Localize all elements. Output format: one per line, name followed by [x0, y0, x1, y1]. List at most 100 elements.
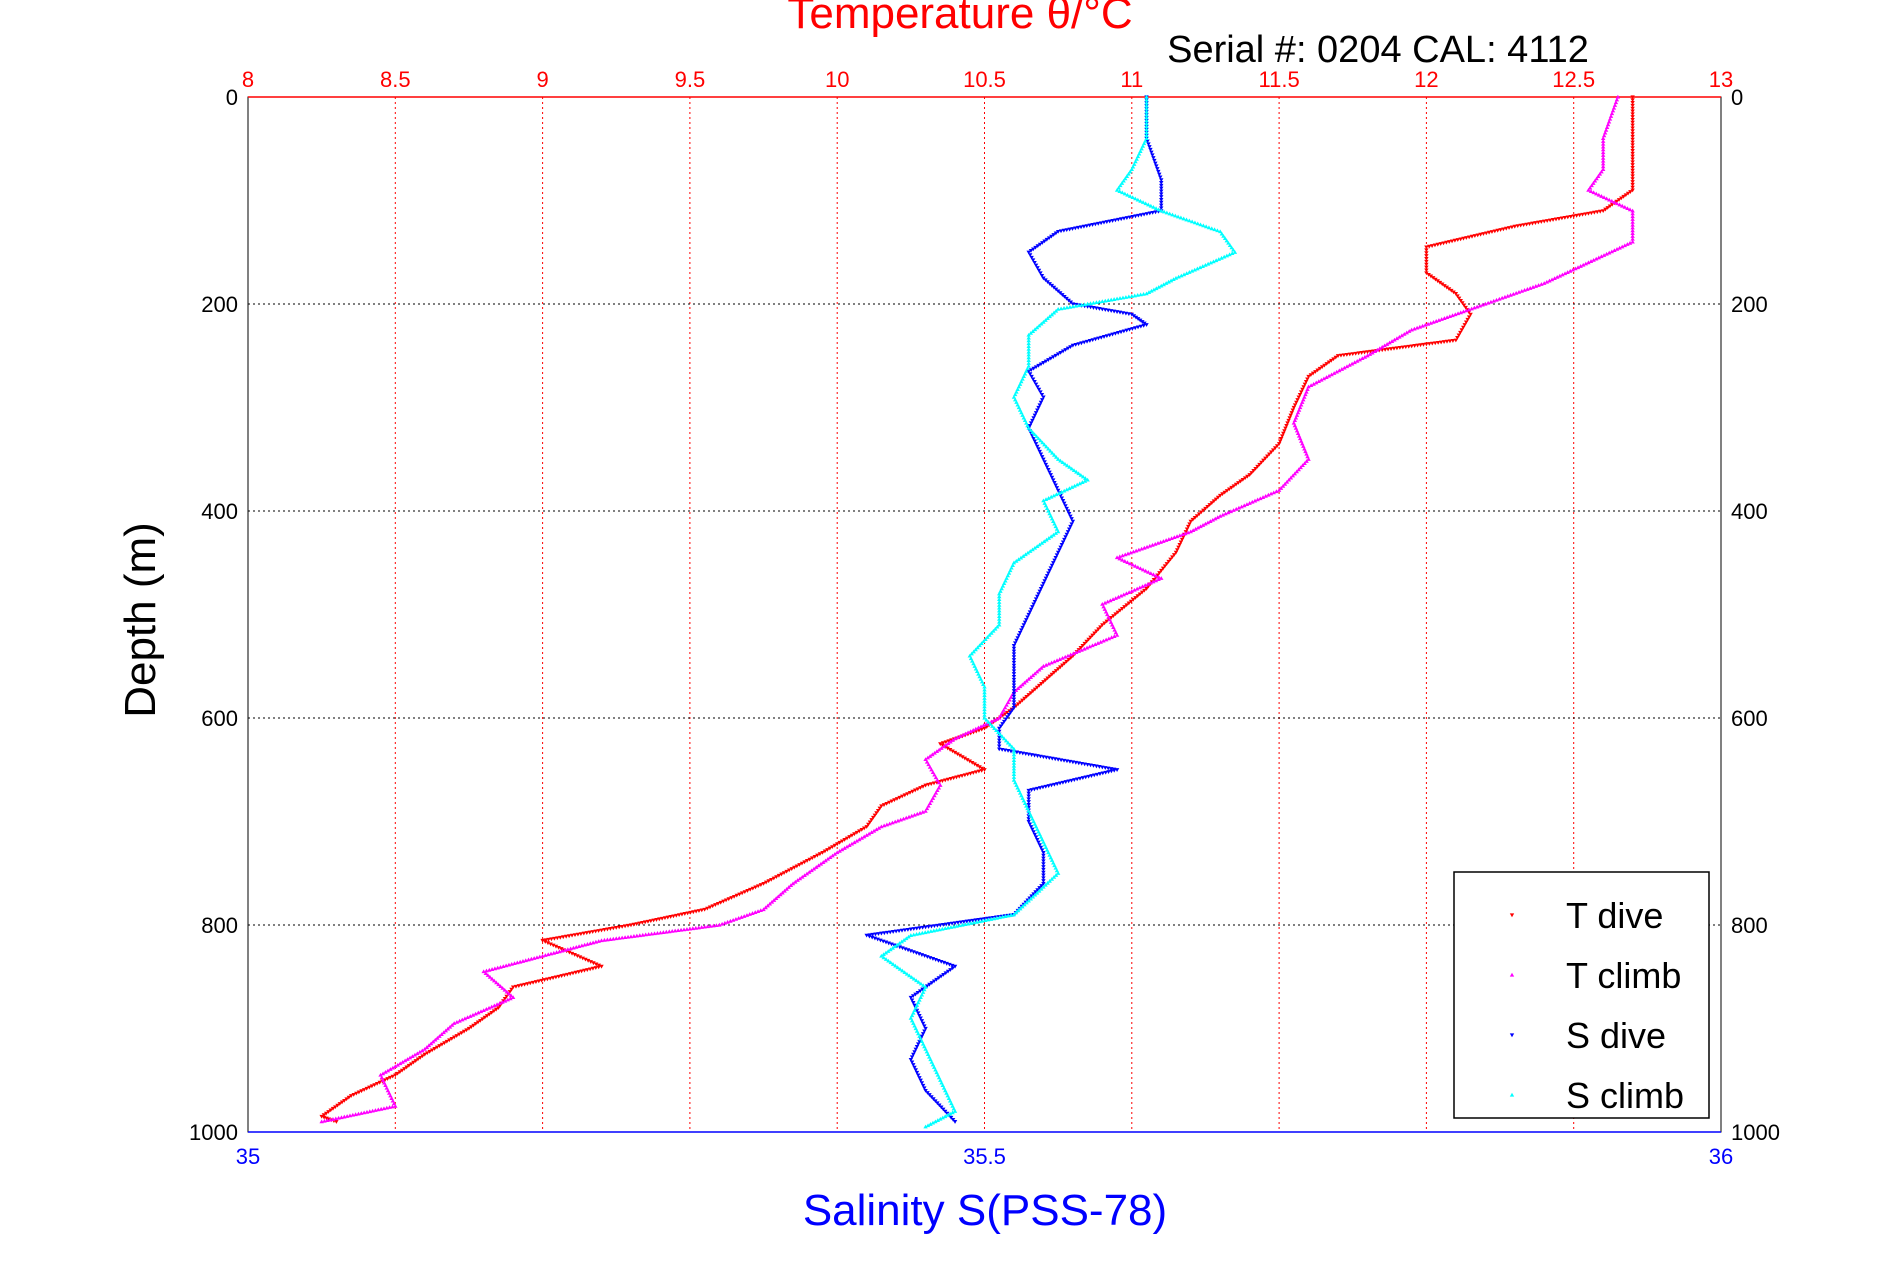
data-point [478, 1009, 484, 1014]
data-point [1266, 492, 1271, 497]
data-point [1103, 637, 1109, 642]
data-point [1184, 527, 1190, 532]
data-point [502, 987, 507, 992]
data-point [1141, 291, 1146, 296]
data-point [1319, 377, 1324, 382]
data-point [1032, 432, 1037, 437]
data-point [354, 1091, 359, 1096]
data-point [537, 954, 542, 959]
data-point [1030, 605, 1035, 609]
data-point [1195, 221, 1200, 226]
data-point [1282, 429, 1287, 433]
data-point [1591, 190, 1596, 195]
data-point [437, 1034, 442, 1038]
data-point [1015, 908, 1021, 913]
data-point [1144, 100, 1149, 105]
data-point [1032, 439, 1038, 444]
data-point [1053, 483, 1058, 488]
data-point [968, 729, 973, 733]
legend-box [1453, 871, 1710, 1119]
data-point [937, 1103, 942, 1108]
data-point [915, 811, 920, 816]
data-point [1138, 292, 1143, 297]
data-point [923, 757, 928, 761]
data-point [433, 1037, 438, 1042]
depth-tick-label-right: 0 [1731, 85, 1743, 110]
data-point [1466, 307, 1472, 312]
data-point [1616, 198, 1622, 202]
data-point [1048, 356, 1053, 361]
data-point [376, 1107, 381, 1112]
data-point [390, 1074, 395, 1079]
data-point [932, 793, 937, 798]
data-point [874, 811, 879, 816]
data-point [407, 1055, 413, 1060]
data-point [1144, 130, 1149, 135]
data-point [545, 941, 551, 946]
data-point [1229, 245, 1234, 250]
data-point [1048, 448, 1053, 453]
data-point [515, 960, 520, 965]
data-point [895, 818, 901, 823]
data-point [321, 1113, 327, 1118]
data-point [1087, 644, 1092, 649]
data-point [952, 1120, 958, 1124]
data-point [356, 1111, 361, 1116]
data-point [1131, 597, 1136, 602]
data-point [933, 1099, 938, 1104]
data-point [862, 826, 867, 831]
data-point [994, 915, 999, 920]
data-point [905, 948, 911, 953]
data-point [529, 956, 534, 961]
data-point [1011, 758, 1017, 762]
data-point [948, 739, 953, 744]
data-point [1329, 358, 1334, 363]
data-point [1159, 181, 1164, 185]
data-point [1257, 462, 1262, 467]
data-point [1125, 551, 1131, 556]
data-point [883, 957, 889, 961]
data-point [854, 830, 860, 835]
data-point [412, 1052, 418, 1057]
data-point [717, 922, 722, 927]
data-point [1030, 547, 1035, 552]
data-point [1028, 607, 1034, 612]
data-point [1063, 504, 1068, 509]
data-point [934, 749, 940, 754]
data-point [1170, 555, 1175, 560]
data-point [982, 698, 987, 703]
data-point [1480, 302, 1485, 307]
data-point [960, 732, 966, 737]
data-point [1026, 352, 1031, 357]
data-point [755, 909, 761, 914]
data-point [1036, 436, 1041, 441]
data-point [839, 839, 845, 844]
data-point [588, 960, 594, 964]
data-point [631, 934, 637, 938]
data-point [914, 1045, 920, 1049]
data-point [1516, 289, 1522, 294]
data-point [473, 1022, 478, 1026]
data-point [753, 885, 758, 890]
data-point [948, 968, 953, 972]
data-point [1025, 550, 1031, 555]
data-point [1051, 493, 1057, 498]
data-point [1127, 169, 1133, 174]
data-point [1362, 354, 1368, 359]
data-point [1284, 424, 1289, 428]
data-point [1614, 199, 1619, 204]
data-point [1286, 477, 1292, 482]
data-point [1349, 361, 1355, 366]
data-point [1224, 253, 1230, 258]
data-point [1036, 268, 1042, 273]
data-point [333, 1105, 338, 1110]
data-point [997, 619, 1002, 624]
data-point [1183, 530, 1189, 534]
data-point [476, 1010, 481, 1015]
data-point [1604, 125, 1610, 129]
data-point [422, 1047, 427, 1051]
data-point [319, 1119, 324, 1124]
data-point [1630, 174, 1635, 179]
data-point [786, 868, 792, 873]
